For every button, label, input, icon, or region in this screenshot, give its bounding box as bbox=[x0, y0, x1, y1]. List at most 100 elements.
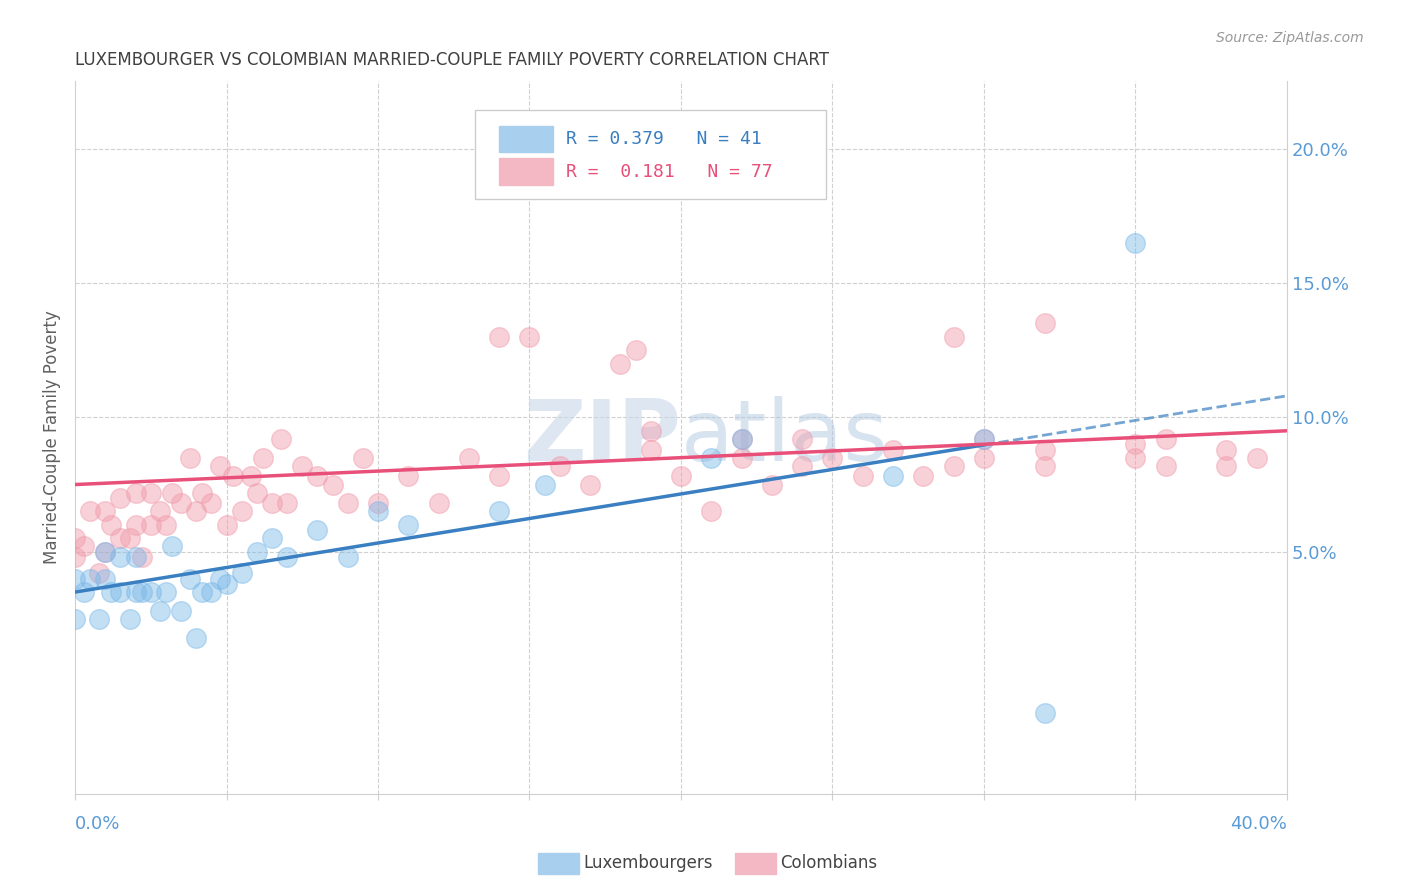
Point bbox=[215, 517, 238, 532]
Point bbox=[1154, 432, 1177, 446]
Point bbox=[215, 577, 238, 591]
Text: Luxembourgers: Luxembourgers bbox=[583, 855, 713, 872]
Point bbox=[191, 585, 214, 599]
Point bbox=[457, 450, 479, 465]
Point bbox=[186, 631, 208, 645]
Point bbox=[1033, 316, 1056, 330]
Point bbox=[179, 450, 201, 465]
Point bbox=[548, 458, 571, 473]
Point bbox=[124, 550, 146, 565]
Text: R = 0.379   N = 41: R = 0.379 N = 41 bbox=[565, 130, 762, 148]
Point bbox=[307, 523, 329, 537]
Point bbox=[640, 442, 662, 457]
Point bbox=[942, 329, 965, 343]
Text: atlas: atlas bbox=[681, 396, 889, 479]
Point bbox=[973, 432, 995, 446]
Point bbox=[110, 585, 132, 599]
Point bbox=[427, 496, 450, 510]
Point bbox=[700, 450, 723, 465]
Point bbox=[79, 572, 101, 586]
Point bbox=[110, 491, 132, 505]
Point bbox=[118, 531, 141, 545]
FancyBboxPatch shape bbox=[499, 126, 553, 152]
Point bbox=[246, 485, 269, 500]
Point bbox=[488, 329, 510, 343]
Point bbox=[730, 432, 752, 446]
Point bbox=[533, 477, 555, 491]
Point bbox=[852, 469, 875, 483]
Point bbox=[1154, 458, 1177, 473]
Point bbox=[139, 517, 162, 532]
Point bbox=[488, 504, 510, 518]
Point bbox=[221, 469, 243, 483]
Text: 40.0%: 40.0% bbox=[1230, 815, 1286, 833]
Point bbox=[640, 424, 662, 438]
Point bbox=[131, 550, 153, 565]
Point bbox=[63, 531, 86, 545]
FancyBboxPatch shape bbox=[475, 110, 827, 199]
Point bbox=[191, 485, 214, 500]
Point bbox=[260, 496, 283, 510]
Point bbox=[322, 477, 344, 491]
Point bbox=[124, 485, 146, 500]
Point bbox=[942, 458, 965, 473]
Point bbox=[200, 585, 222, 599]
Point bbox=[94, 545, 117, 559]
Point bbox=[89, 612, 111, 626]
Point bbox=[367, 504, 389, 518]
Point bbox=[761, 477, 783, 491]
Point bbox=[973, 450, 995, 465]
Point bbox=[624, 343, 647, 358]
Point bbox=[1125, 235, 1147, 250]
Point bbox=[89, 566, 111, 581]
Point bbox=[94, 504, 117, 518]
Point bbox=[231, 504, 253, 518]
Point bbox=[179, 572, 201, 586]
FancyBboxPatch shape bbox=[499, 158, 553, 185]
Point bbox=[94, 545, 117, 559]
Point bbox=[63, 550, 86, 565]
Point bbox=[155, 517, 177, 532]
Point bbox=[170, 496, 193, 510]
Point bbox=[1125, 437, 1147, 451]
Point bbox=[73, 540, 96, 554]
Point bbox=[110, 550, 132, 565]
Point bbox=[209, 572, 232, 586]
Point bbox=[124, 517, 146, 532]
Point bbox=[186, 504, 208, 518]
Point bbox=[396, 469, 419, 483]
Point bbox=[1246, 450, 1268, 465]
Point bbox=[149, 504, 172, 518]
Point bbox=[209, 458, 232, 473]
Point bbox=[63, 572, 86, 586]
Point bbox=[396, 517, 419, 532]
Point bbox=[367, 496, 389, 510]
Point bbox=[792, 458, 814, 473]
Point bbox=[336, 550, 359, 565]
Point bbox=[1215, 442, 1237, 457]
Point bbox=[260, 531, 283, 545]
Point bbox=[730, 450, 752, 465]
Point bbox=[100, 585, 122, 599]
Point bbox=[139, 485, 162, 500]
Point bbox=[155, 585, 177, 599]
Point bbox=[882, 442, 904, 457]
Point bbox=[118, 612, 141, 626]
Point bbox=[94, 572, 117, 586]
Point bbox=[160, 485, 183, 500]
Point bbox=[519, 329, 541, 343]
Point bbox=[200, 496, 222, 510]
Point bbox=[1215, 458, 1237, 473]
Point bbox=[276, 496, 298, 510]
Point bbox=[252, 450, 274, 465]
Point bbox=[1033, 442, 1056, 457]
Point bbox=[307, 469, 329, 483]
Text: 0.0%: 0.0% bbox=[75, 815, 121, 833]
Point bbox=[579, 477, 602, 491]
Point bbox=[131, 585, 153, 599]
Point bbox=[291, 458, 314, 473]
Point bbox=[1033, 706, 1056, 720]
Point bbox=[63, 612, 86, 626]
Text: R =  0.181   N = 77: R = 0.181 N = 77 bbox=[565, 163, 772, 181]
Point bbox=[488, 469, 510, 483]
